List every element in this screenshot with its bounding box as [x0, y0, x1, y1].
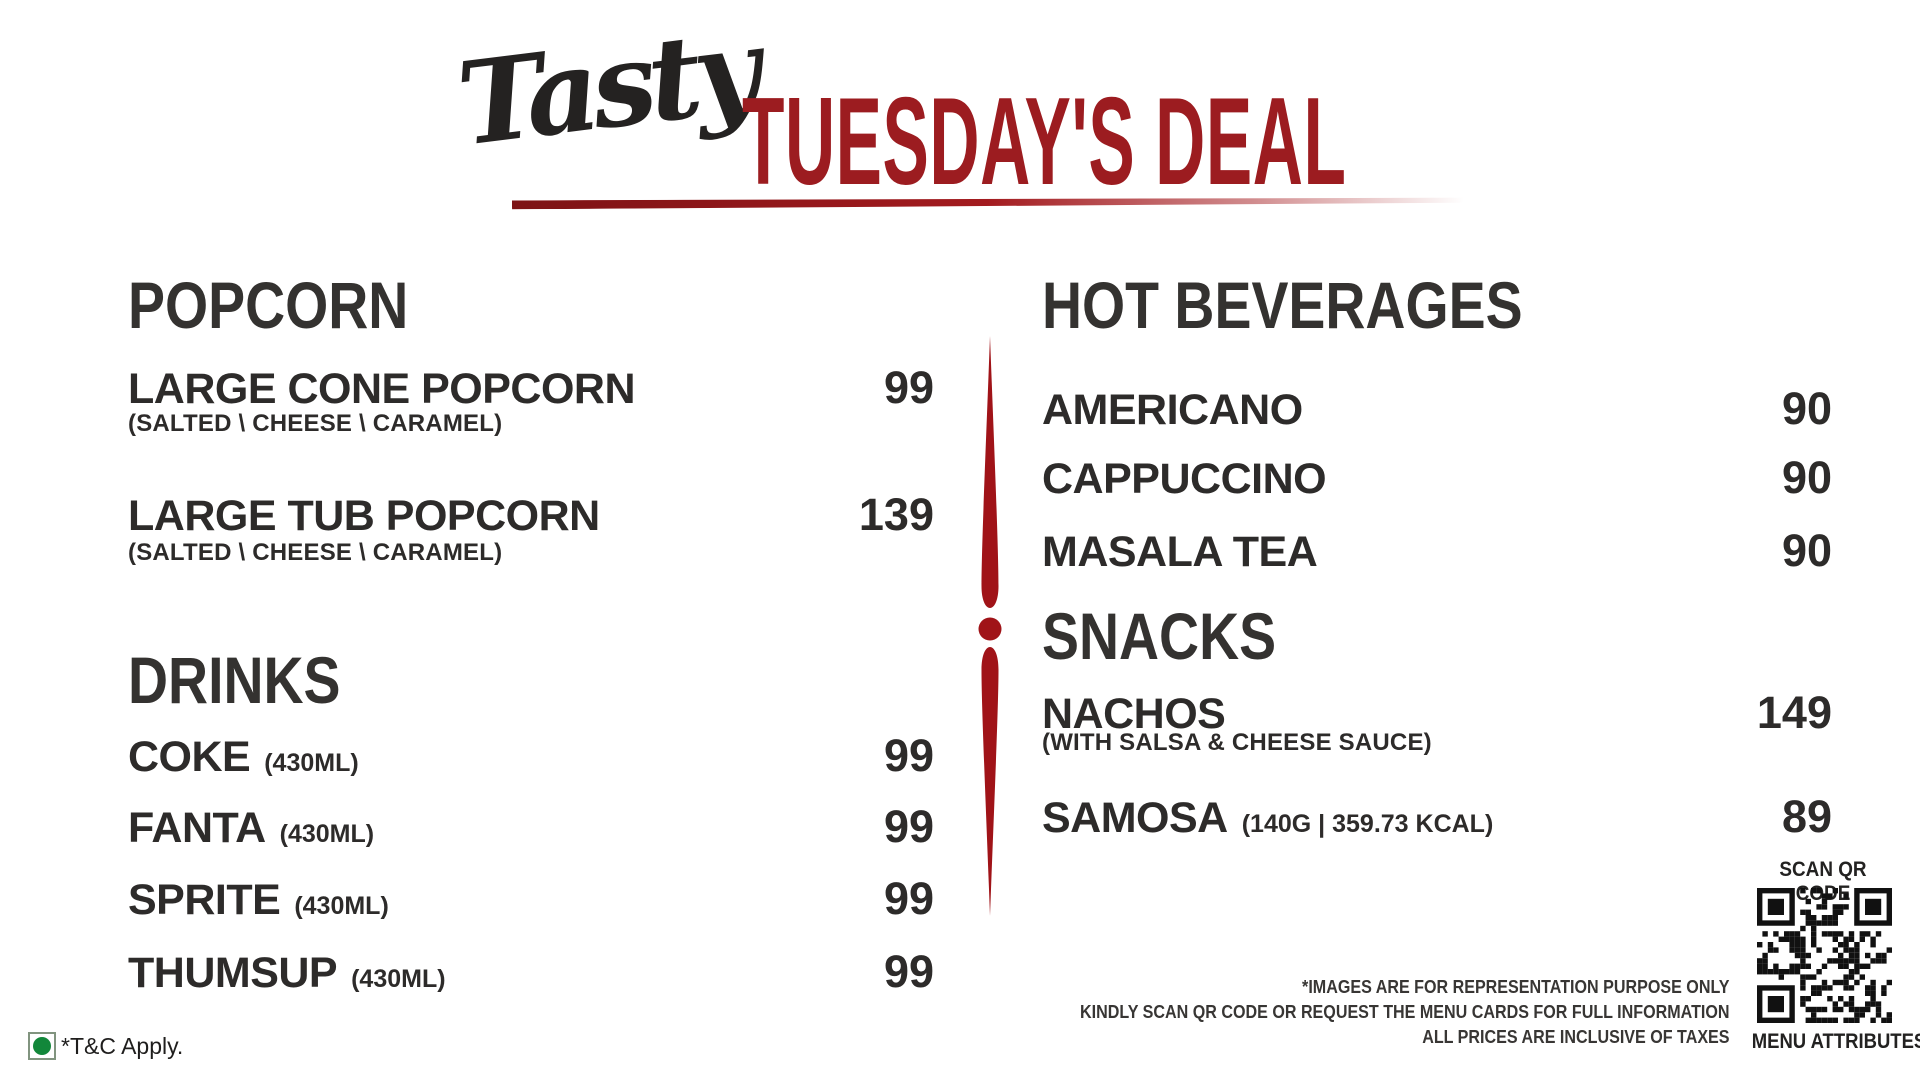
menu-item-row: FANTA (430ML) 99 — [128, 804, 934, 850]
menu-item-label: THUMSUP (430ML) — [128, 952, 446, 995]
menu-item-label: FANTA (430ML) — [128, 807, 374, 850]
menu-item-size: (140G | 359.73 KCAL) — [1241, 810, 1494, 838]
menu-item-size: (430ML) — [294, 892, 389, 920]
section-heading-drinks: DRINKS — [128, 643, 341, 717]
menu-item-size: (430ML) — [264, 749, 359, 777]
menu-item-row: THUMSUP (430ML) 99 — [128, 949, 934, 995]
menu-item-desc: (SALTED \ CHEESE \ CARAMEL) — [128, 539, 503, 566]
menu-item-row: SAMOSA (140G | 359.73 KCAL) 89 — [1042, 794, 1832, 840]
menu-item-name: NACHOS — [1042, 690, 1226, 738]
menu-item-price: 99 — [883, 362, 934, 413]
menu-item-size: (430ML) — [279, 820, 375, 848]
menu-item-name: SAMOSA — [1042, 794, 1228, 842]
menu-item-name: COKE — [128, 733, 251, 781]
menu-item-row: CAPPUCCINO 90 — [1042, 455, 1832, 501]
menu-item-desc: (WITH SALSA & CHEESE SAUCE) — [1042, 729, 1432, 756]
menu-item-price: 89 — [1781, 791, 1832, 842]
menu-item-row: LARGE CONE POPCORN 99 — [128, 365, 934, 411]
menu-item-label: SAMOSA (140G | 359.73 KCAL) — [1042, 797, 1493, 840]
menu-item-name: MASALA TEA — [1042, 528, 1318, 576]
disclaimer-line: ALL PRICES ARE INCLUSIVE OF TAXES — [1422, 1026, 1730, 1048]
menu-item-name: SPRITE — [128, 876, 281, 924]
left-column: POPCORN LARGE CONE POPCORN 99 (SALTED \ … — [128, 0, 934, 1080]
qr-code — [1757, 888, 1892, 1023]
page-title-main: TUESDAY'S DEAL — [742, 73, 1347, 211]
right-column: HOT BEVERAGES AMERICANO 90 CAPPUCCINO 90… — [1042, 0, 1832, 1080]
disclaimer-line: *IMAGES ARE FOR REPRESENTATION PURPOSE O… — [1302, 976, 1730, 997]
qr-caption: MENU ATTRIBUTES — [1751, 1030, 1920, 1053]
menu-item-row: MASALA TEA 90 — [1042, 528, 1832, 574]
menu-item-name: LARGE TUB POPCORN — [128, 492, 600, 540]
menu-item-price: 149 — [1756, 687, 1832, 738]
menu-item-price: 90 — [1781, 383, 1832, 434]
menu-item-row: AMERICANO 90 — [1042, 386, 1832, 432]
menu-item-name: THUMSUP — [128, 949, 338, 997]
menu-item-label: SPRITE (430ML) — [128, 879, 389, 922]
menu-item-row: LARGE TUB POPCORN 139 — [128, 492, 934, 538]
disclaimer-line: KINDLY SCAN QR CODE OR REQUEST THE MENU … — [1080, 1001, 1730, 1023]
menu-item-row: COKE (430ML) 99 — [128, 733, 934, 779]
menu-item-price: 99 — [883, 873, 934, 924]
menu-item-row: SPRITE (430ML) 99 — [128, 876, 934, 922]
menu-item-name: LARGE CONE POPCORN — [128, 365, 636, 413]
menu-item-price: 99 — [883, 801, 934, 852]
terms-text: *T&C Apply. — [61, 1032, 184, 1059]
terms-note: *T&C Apply. — [28, 1032, 183, 1060]
menu-item-name: AMERICANO — [1042, 386, 1303, 434]
menu-item-desc: (SALTED \ CHEESE \ CARAMEL) — [128, 410, 503, 437]
section-heading-hot-beverages: HOT BEVERAGES — [1042, 268, 1523, 342]
menu-item-name: FANTA — [128, 804, 266, 852]
menu-item-price: 139 — [858, 489, 934, 540]
menu-item-price: 90 — [1781, 452, 1832, 503]
menu-item-row: NACHOS 149 — [1042, 690, 1832, 736]
menu-item-price: 90 — [1781, 525, 1832, 576]
veg-mark-icon — [28, 1032, 56, 1060]
section-heading-snacks: SNACKS — [1042, 599, 1277, 673]
menu-item-name: CAPPUCCINO — [1042, 455, 1327, 503]
center-divider-ornament — [978, 336, 1002, 916]
menu-item-label: COKE (430ML) — [128, 736, 359, 779]
menu-item-size: (430ML) — [351, 965, 446, 993]
disclaimer-block: *IMAGES ARE FOR REPRESENTATION PURPOSE O… — [1081, 974, 1730, 1049]
menu-item-price: 99 — [883, 946, 934, 997]
section-heading-popcorn: POPCORN — [128, 268, 409, 342]
menu-item-price: 99 — [883, 730, 934, 781]
